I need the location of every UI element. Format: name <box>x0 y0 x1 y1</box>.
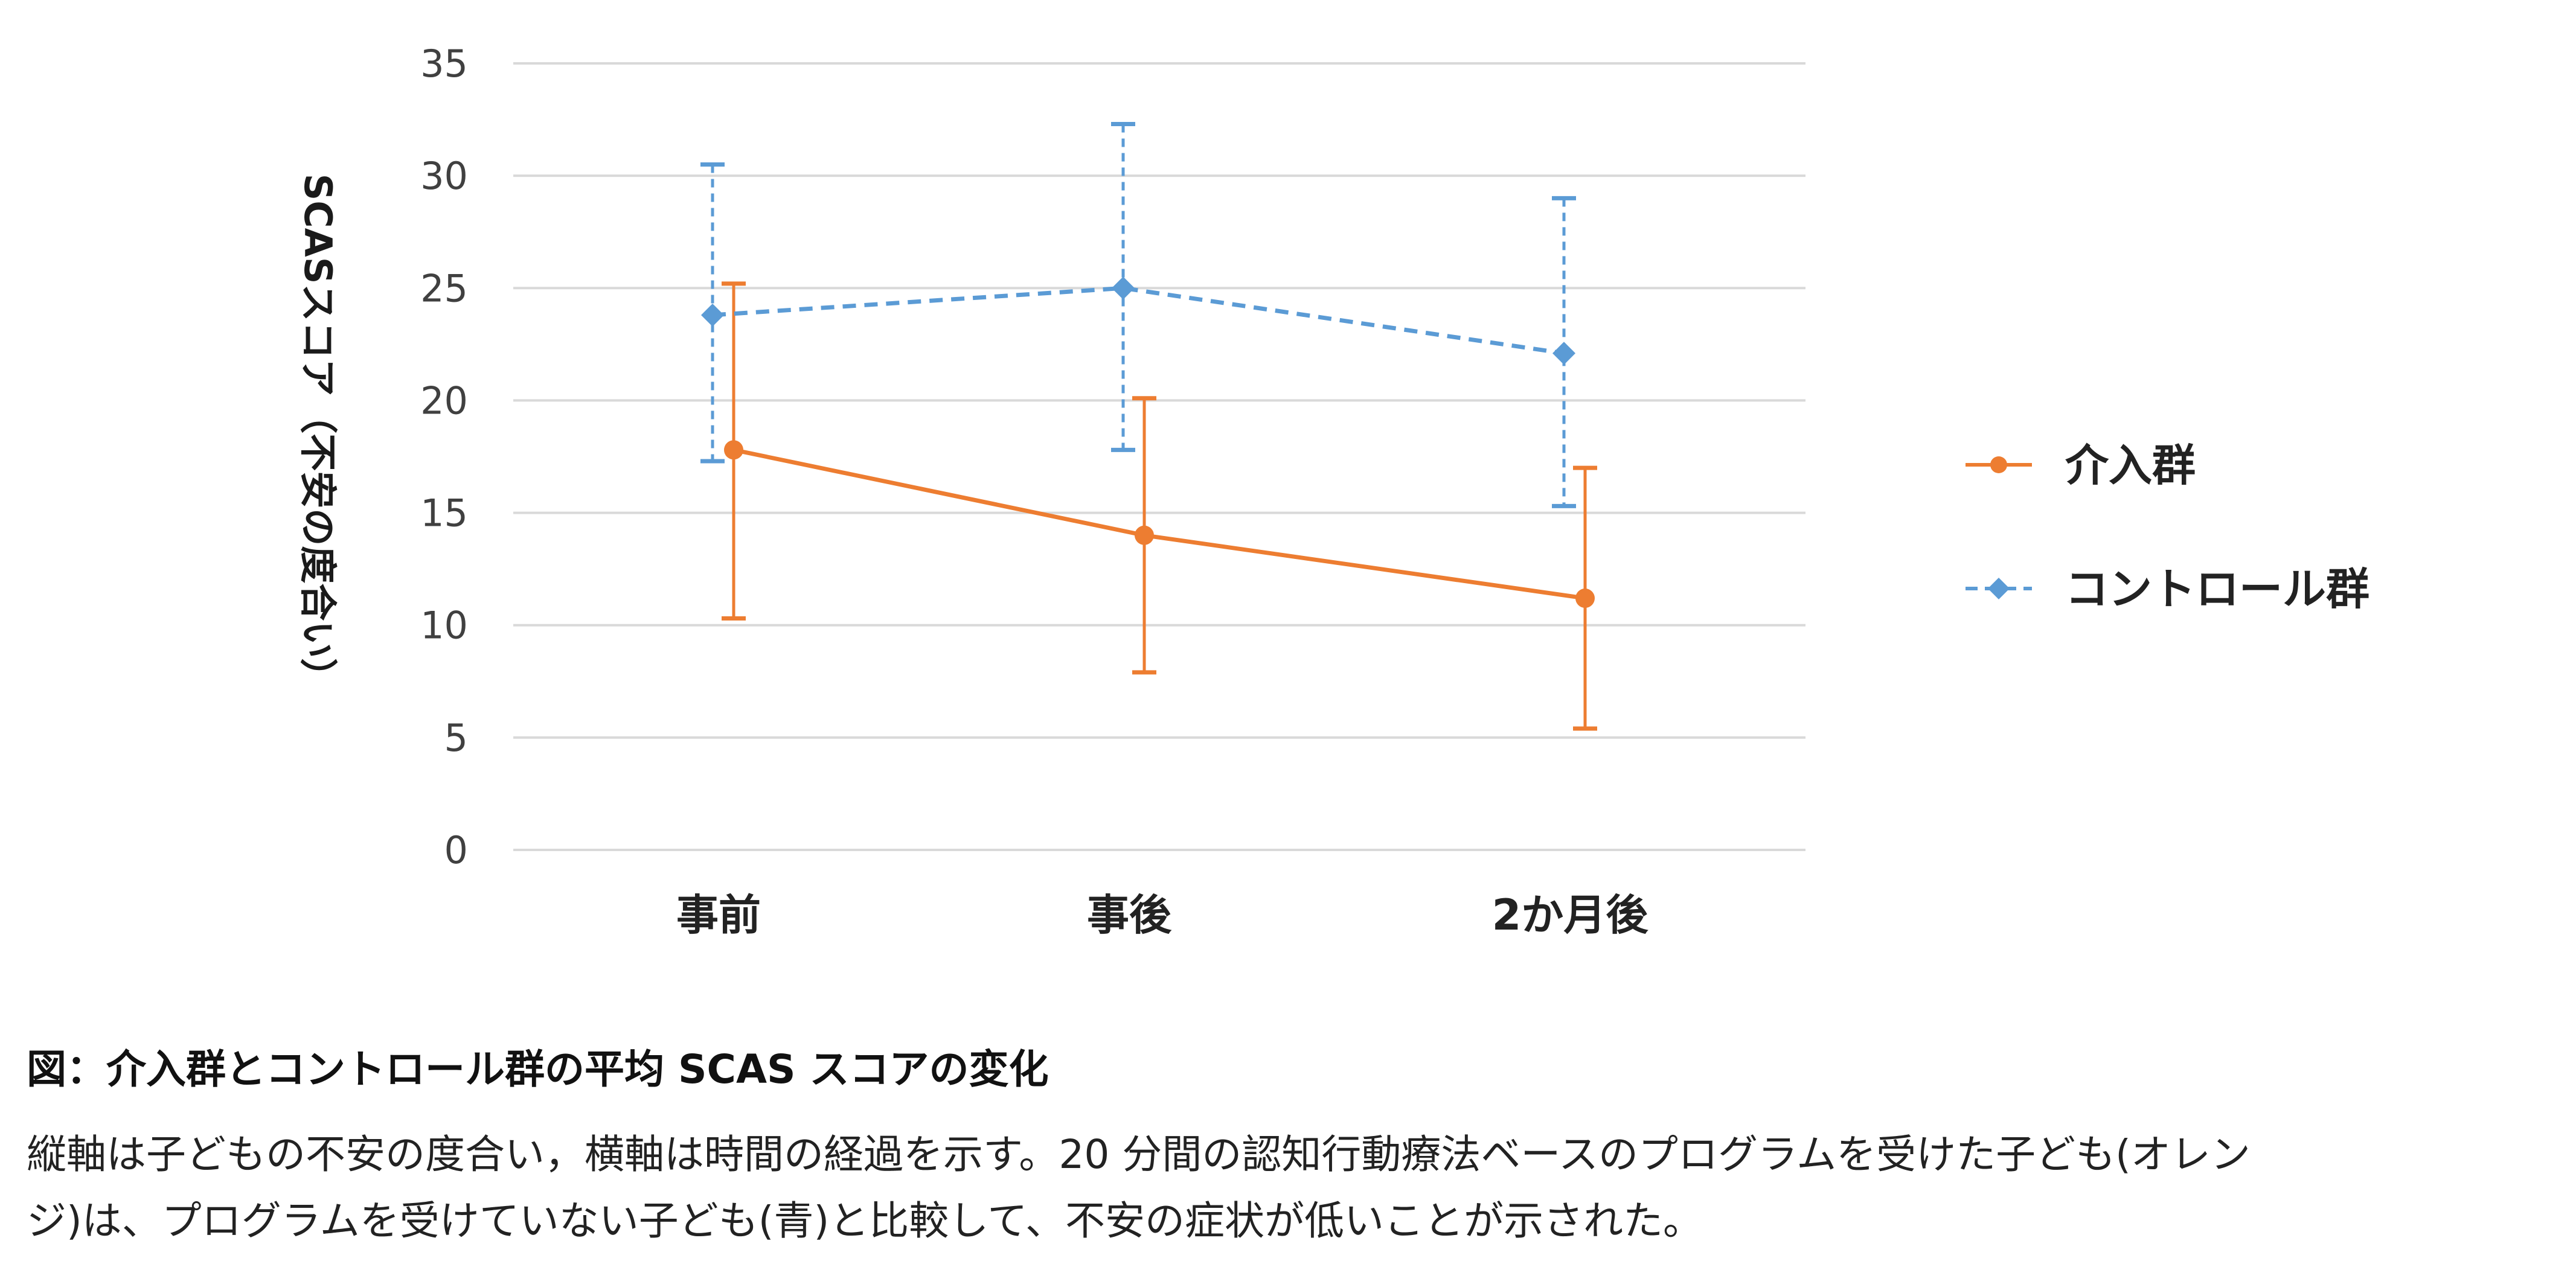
x-axis-ticks: 事前 事後 2か月後 <box>676 890 1648 940</box>
y-tick-label: 5 <box>444 716 468 760</box>
caption-line-2: ジ)は、プログラムを受けていない子ども(青)と比較して、不安の症状が低いことが示… <box>27 1198 1703 1244</box>
x-tick-label: 事前 <box>676 890 761 940</box>
y-tick-label: 30 <box>420 154 468 198</box>
data-point <box>701 303 724 327</box>
data-point <box>1552 342 1575 365</box>
series-line <box>712 286 1565 356</box>
y-tick-label: 0 <box>444 828 468 872</box>
x-tick-label: 2か月後 <box>1492 890 1649 940</box>
figure-caption-body: 縦軸は子どもの不安の度合い，横軸は時間の経過を示す。20 分間の認知行動療法ベー… <box>27 1122 2563 1254</box>
y-tick-label: 15 <box>420 491 468 535</box>
legend-marker <box>1990 456 2007 473</box>
y-tick-label: 35 <box>420 42 468 86</box>
data-point <box>1112 276 1135 300</box>
x-tick-label: 事後 <box>1087 890 1172 940</box>
caption-line-1: 縦軸は子どもの不安の度合い，横軸は時間の経過を示す。20 分間の認知行動療法ベー… <box>27 1131 2251 1178</box>
y-tick-label: 25 <box>420 266 468 310</box>
legend-label: コントロール群 <box>2065 564 2369 614</box>
gridlines <box>513 62 1805 851</box>
y-tick-label: 20 <box>420 378 468 423</box>
data-point <box>1575 589 1595 608</box>
y-axis-label: SCASスコア（不安の度合い） <box>296 174 340 696</box>
figure-caption-title: 図：介入群とコントロール群の平均 SCAS スコアの変化 <box>27 1046 1049 1093</box>
y-axis-ticks: 0 5 10 15 20 25 30 35 <box>420 42 468 872</box>
legend-label: 介入群 <box>2065 440 2196 491</box>
legend-marker <box>1988 578 2010 599</box>
data-point <box>1135 525 1154 545</box>
data-point <box>724 440 743 460</box>
series-2 <box>700 122 1576 508</box>
series-1 <box>722 281 1597 731</box>
series <box>700 122 1597 731</box>
y-tick-label: 10 <box>420 604 468 648</box>
series-line <box>733 447 1586 601</box>
